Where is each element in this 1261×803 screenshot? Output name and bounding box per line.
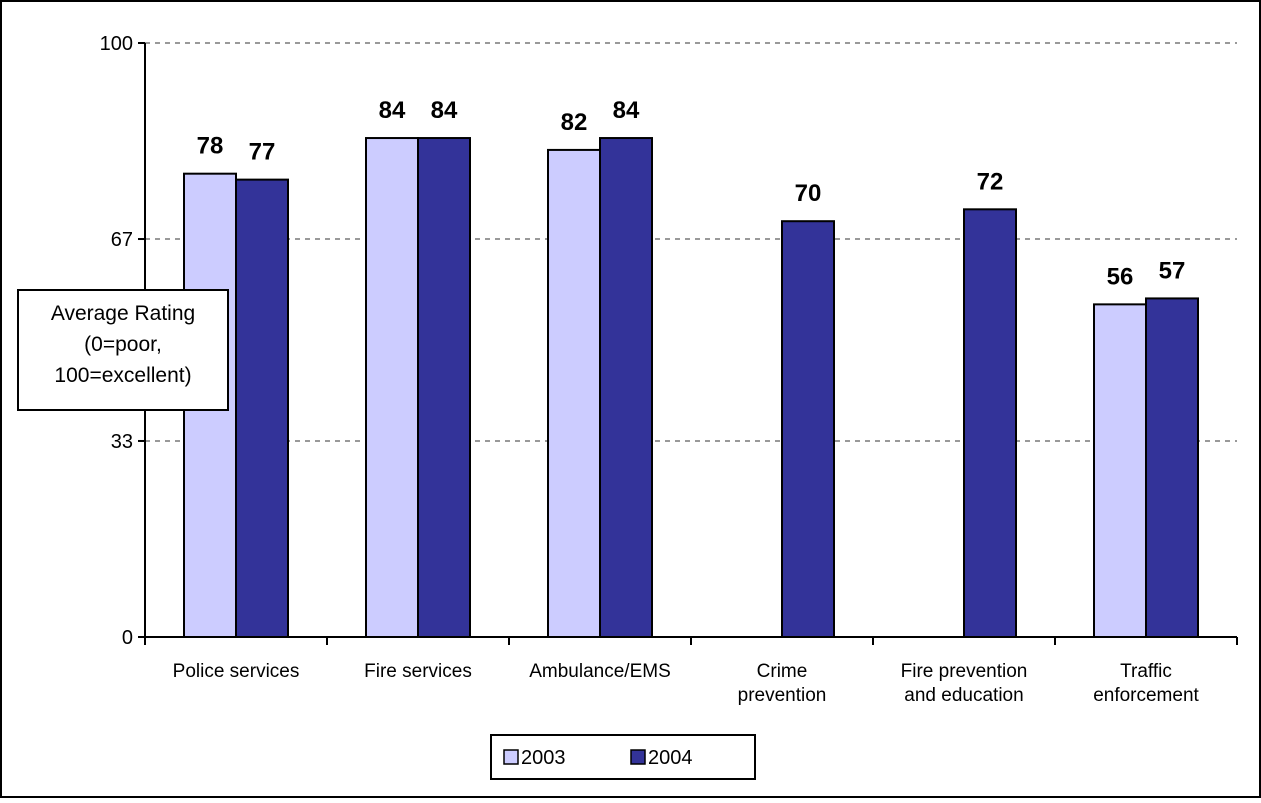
x-category-label-1-0: Fire services <box>364 661 472 682</box>
legend-label-2003: 2003 <box>521 747 566 769</box>
data-label-2003-0: 78 <box>197 133 224 160</box>
y-axis-label-line-1: (0=poor, <box>84 333 162 356</box>
legend-swatch-2003 <box>503 749 519 765</box>
x-category-label-0-0: Police services <box>173 661 300 682</box>
y-axis-label-box: Average Rating (0=poor, 100=excellent) <box>17 289 229 411</box>
x-category-label-4-0: Fire prevention <box>901 661 1028 682</box>
data-label-2003-5: 56 <box>1107 263 1134 290</box>
data-label-2003-1: 84 <box>379 97 406 124</box>
legend-swatch-2004 <box>630 749 646 765</box>
x-category-label-5-1: enforcement <box>1093 685 1199 706</box>
data-label-2004-0: 77 <box>249 139 276 166</box>
bar-2003-5 <box>1093 303 1147 638</box>
bars <box>183 137 1199 638</box>
x-category-label-3-1: prevention <box>738 685 827 706</box>
x-category-label-5-0: Traffic <box>1120 661 1172 682</box>
legend-frame <box>490 734 756 780</box>
y-tick-label-0: 0 <box>122 627 133 649</box>
bar-2003-2 <box>547 148 601 638</box>
y-tick-label-67: 67 <box>111 229 133 251</box>
data-label-2004-1: 84 <box>431 97 458 124</box>
x-category-label-3-0: Crime <box>757 661 808 682</box>
x-category-label-4-1: and education <box>904 685 1023 706</box>
data-label-2004-3: 70 <box>795 180 822 207</box>
y-tick-label-100: 100 <box>100 33 133 55</box>
y-axis-label-line-0: Average Rating <box>51 302 195 325</box>
bar-2004-3 <box>781 220 835 638</box>
data-label-2004-2: 84 <box>613 97 640 124</box>
y-tick-label-33: 33 <box>111 431 133 453</box>
data-label-2003-2: 82 <box>561 109 588 136</box>
bar-2004-5 <box>1145 297 1199 638</box>
bar-2003-1 <box>365 137 419 638</box>
data-labels: 78 84 82 56 77 84 84 70 72 57 <box>197 97 1186 290</box>
axes: 0 33 67 100 Police services Fire services Ambu… <box>100 33 1238 706</box>
legend: 2003 2004 <box>490 734 756 780</box>
y-axis-label-frame <box>17 289 229 411</box>
bar-2004-4 <box>963 208 1017 638</box>
gridlines <box>145 42 1237 442</box>
bar-2004-2 <box>599 137 653 638</box>
legend-label-2004: 2004 <box>648 747 693 769</box>
bar-2004-1 <box>417 137 471 638</box>
bar-2004-0 <box>235 178 289 638</box>
data-label-2004-5: 57 <box>1159 257 1186 284</box>
data-label-2004-4: 72 <box>977 168 1004 195</box>
y-axis-label-line-2: 100=excellent) <box>54 364 191 387</box>
x-category-label-2-0: Ambulance/EMS <box>529 661 671 682</box>
